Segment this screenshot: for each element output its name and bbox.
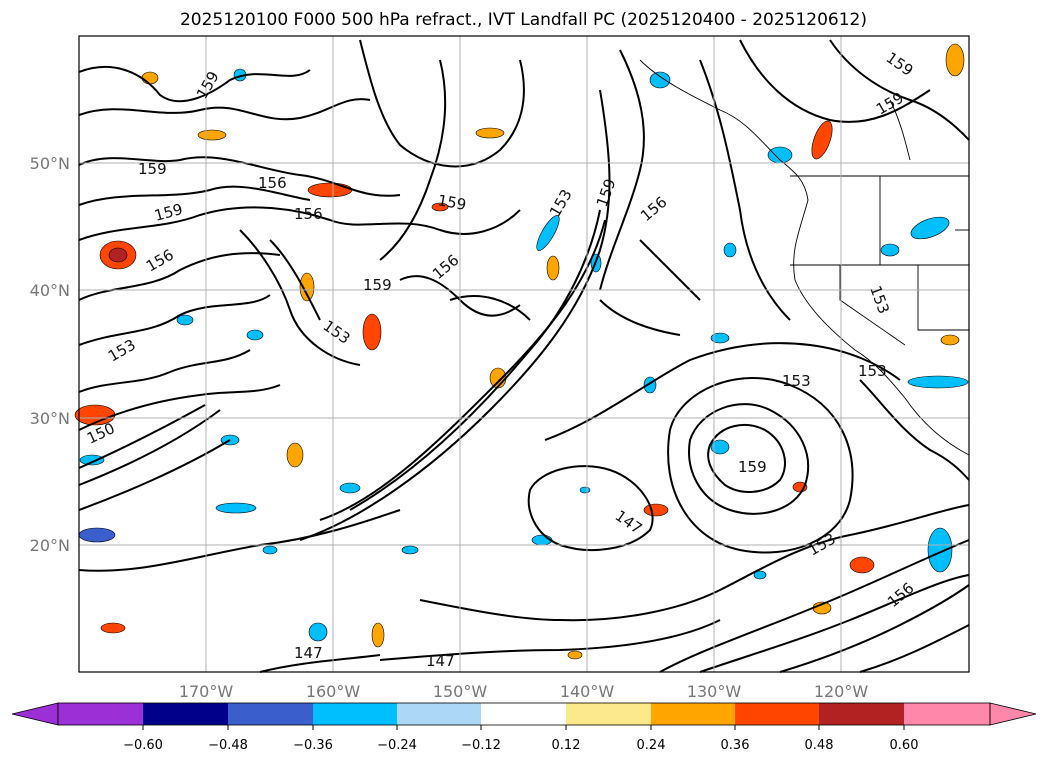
contour-label: 147 [294, 644, 323, 662]
colorbar-tick-label: 0.48 [805, 738, 834, 753]
colorbar-ticks [142, 725, 905, 730]
lon-label-120w: 120°W [814, 682, 869, 701]
coastlines [639, 59, 970, 456]
colorbar-bin [397, 703, 481, 725]
colorbar-bin [904, 703, 990, 725]
lat-label-50n: 50°N [30, 154, 70, 173]
colorbar-tick-label: −0.48 [208, 738, 248, 753]
map-title: 2025120100 F000 500 hPa refract., IVT La… [179, 10, 867, 30]
colorbar-bin [313, 703, 397, 725]
colorbar: −0.60 −0.48 −0.36 −0.24 −0.12 0.12 0.24 … [11, 702, 1037, 753]
lat-label-40n: 40°N [30, 281, 70, 300]
colorbar-bin [651, 703, 735, 725]
longitude-labels: 170°W 160°W 150°W 140°W 130°W 120°W [179, 682, 869, 701]
colorbar-tick-label: 0.36 [721, 738, 750, 753]
contour-label: 159 [436, 191, 467, 214]
colorbar-bin [735, 703, 819, 725]
colorbar-bin [819, 703, 904, 725]
contour-label: 156 [294, 205, 323, 223]
filled-anomaly-patches [74, 43, 969, 660]
colorbar-bin [566, 703, 651, 725]
lon-label-150w: 150°W [433, 682, 488, 701]
colorbar-tick-label: −0.24 [377, 738, 417, 753]
graticule [79, 36, 969, 672]
contour-label: 156 [258, 174, 287, 192]
lat-label-30n: 30°N [30, 409, 70, 428]
lon-label-130w: 130°W [687, 682, 742, 701]
colorbar-tick-label: −0.36 [293, 738, 333, 753]
colorbar-tick-label: −0.12 [461, 738, 501, 753]
contour-label: 159 [138, 160, 167, 178]
lat-label-20n: 20°N [30, 536, 70, 555]
map-frame [78, 35, 970, 673]
colorbar-tick-label: 0.12 [552, 738, 581, 753]
contour-label: 159 [363, 276, 392, 294]
colorbar-frame [57, 702, 991, 726]
colorbar-tick-label: −0.60 [123, 738, 163, 753]
colorbar-bin [58, 703, 143, 725]
latitude-labels: 50°N 40°N 30°N 20°N [30, 154, 70, 555]
contour-label: 153 [782, 372, 811, 390]
lon-label-160w: 160°W [306, 682, 361, 701]
map-panel: 159 156 156 159 156 153 150 159 153 159 … [74, 35, 970, 673]
colorbar-bin [481, 703, 566, 725]
colorbar-tick-label: 0.24 [637, 738, 666, 753]
colorbar-extend-high [989, 702, 1037, 726]
contour-label: 153 [858, 362, 887, 380]
colorbar-bin [143, 703, 228, 725]
contour-label: 147 [426, 652, 455, 670]
colorbar-bin [228, 703, 313, 725]
lon-label-140w: 140°W [560, 682, 615, 701]
colorbar-extend-low [11, 702, 59, 726]
lon-label-170w: 170°W [179, 682, 234, 701]
colorbar-tick-label: 0.60 [890, 738, 919, 753]
contour-label: 159 [738, 458, 767, 476]
